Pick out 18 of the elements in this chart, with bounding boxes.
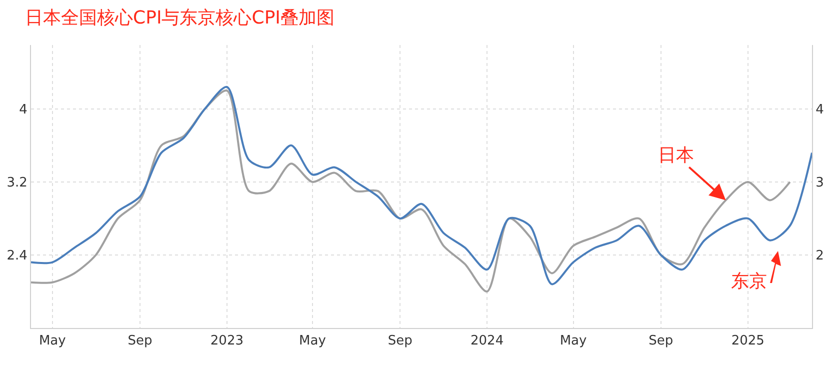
y-tick-label: 2.4 (6, 248, 28, 264)
y2-tick-label: 4 (816, 102, 824, 118)
x-tick-label: Sep (128, 334, 152, 349)
x-tick-label: 2025 (731, 334, 764, 349)
x-tick-label: Sep (388, 334, 412, 349)
x-tick-label: May (299, 334, 326, 349)
y2-tick-label: 2 (816, 248, 824, 264)
annotation: 日本 (658, 145, 694, 166)
y2-tick-label: 3 (816, 175, 824, 190)
y-tick-label: 4 (19, 102, 28, 118)
x-tick-label: May (560, 334, 588, 349)
x-tick-label: May (38, 334, 66, 349)
annotation: 东京 (731, 271, 767, 292)
x-tick-label: Sep (648, 334, 674, 349)
chart-title: 日本全国核心CPI与东京核心CPI叠加图 (25, 8, 334, 29)
x-tick-label: 2023 (210, 334, 244, 349)
y-tick-label: 3.2 (6, 175, 28, 190)
x-tick-label: 2024 (470, 334, 504, 349)
